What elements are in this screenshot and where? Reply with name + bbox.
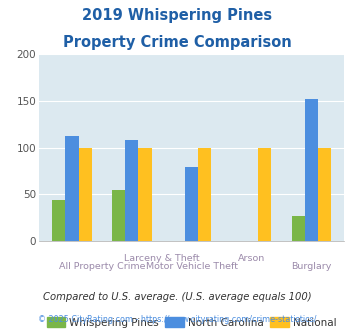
Text: Property Crime Comparison: Property Crime Comparison <box>63 35 292 50</box>
Bar <box>292 216 305 241</box>
Bar <box>318 148 331 241</box>
Text: Motor Vehicle Theft: Motor Vehicle Theft <box>146 262 238 271</box>
Text: Arson: Arson <box>238 254 265 263</box>
Text: Larceny & Theft: Larceny & Theft <box>124 254 200 263</box>
Text: Compared to U.S. average. (U.S. average equals 100): Compared to U.S. average. (U.S. average … <box>43 292 312 302</box>
Bar <box>65 137 78 241</box>
Bar <box>52 200 65 241</box>
Text: All Property Crime: All Property Crime <box>59 262 145 271</box>
Text: © 2025 CityRating.com - https://www.cityrating.com/crime-statistics/: © 2025 CityRating.com - https://www.city… <box>38 315 317 324</box>
Bar <box>112 190 125 241</box>
Legend: Whispering Pines, North Carolina, National: Whispering Pines, North Carolina, Nation… <box>42 313 341 330</box>
Bar <box>138 148 152 241</box>
Bar <box>78 148 92 241</box>
Text: 2019 Whispering Pines: 2019 Whispering Pines <box>82 8 273 23</box>
Bar <box>125 140 138 241</box>
Bar <box>305 99 318 241</box>
Text: Burglary: Burglary <box>291 262 332 271</box>
Bar <box>258 148 271 241</box>
Bar <box>198 148 212 241</box>
Bar <box>185 167 198 241</box>
